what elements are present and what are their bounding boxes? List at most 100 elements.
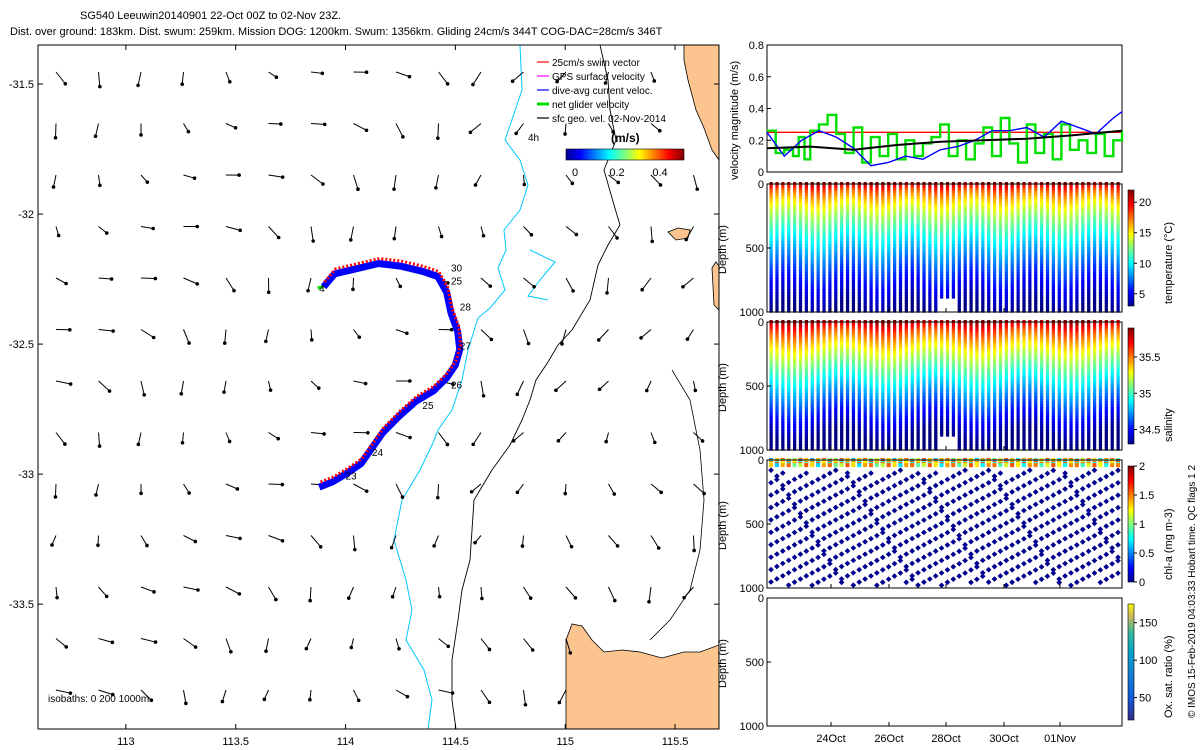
- profile-sample: [840, 367, 844, 372]
- profile-sample: [875, 353, 879, 358]
- velocity-arrow-head: [555, 79, 559, 84]
- profile-sample: [1116, 294, 1120, 299]
- profile-sample: [869, 258, 873, 263]
- profile-sample: [1045, 297, 1050, 302]
- profile-sample: [893, 224, 897, 229]
- profile-sample: [981, 446, 985, 451]
- profile-sample: [945, 339, 950, 344]
- day-label: 25: [422, 401, 434, 412]
- map-ytick-label: -32: [18, 209, 34, 221]
- profile-sample: [1016, 207, 1020, 212]
- profile-sample: [916, 381, 920, 386]
- profile-sample: [834, 289, 838, 294]
- profile-sample: [940, 289, 944, 294]
- profile-sample: [1028, 215, 1032, 220]
- profile-sample: [863, 379, 867, 384]
- profile-sample: [1081, 235, 1085, 240]
- profile-sample: [775, 308, 779, 313]
- profile-sample: [904, 204, 908, 209]
- profile-sample: [1075, 204, 1079, 209]
- profile-sample: [1045, 266, 1050, 271]
- profile-sample: [893, 404, 897, 409]
- velocity-arrow-head: [145, 543, 149, 548]
- profile-sample: [781, 334, 785, 339]
- profile-sample: [781, 283, 785, 288]
- profile-sample: [998, 266, 1003, 271]
- profile-sample: [934, 300, 938, 305]
- profile-sample: [1045, 184, 1050, 189]
- profile-sample: [828, 269, 832, 274]
- profile-sample: [893, 238, 897, 243]
- profile-sample: [851, 207, 856, 212]
- profile-sample: [1028, 297, 1032, 302]
- profile-sample: [1028, 232, 1032, 237]
- profile-sample: [798, 325, 803, 330]
- profile-sample: [928, 291, 932, 296]
- profile-sample: [934, 286, 938, 291]
- profile-sample: [869, 384, 873, 389]
- profile-sample: [822, 435, 826, 440]
- profile-sample: [934, 424, 938, 429]
- profile-sample: [845, 286, 850, 291]
- profile-sample: [840, 359, 844, 364]
- velocity-arrow: [470, 123, 482, 133]
- profile-sample: [875, 232, 879, 237]
- profile-sample: [781, 272, 785, 277]
- profile-sample: [898, 227, 903, 232]
- profile-sample: [845, 241, 850, 246]
- profile-sample: [804, 421, 808, 426]
- profile-sample: [1040, 246, 1044, 251]
- profile-sample: [845, 258, 850, 263]
- profile-sample: [904, 272, 908, 277]
- profile-sample: [1063, 249, 1067, 254]
- profile-sample: [1075, 291, 1079, 296]
- profile-sample: [887, 196, 891, 201]
- profile-sample: [1022, 212, 1026, 217]
- profile-sample: [1010, 272, 1014, 277]
- profile-sample: [1092, 291, 1097, 296]
- profile-sample: [940, 235, 944, 240]
- profile-sample: [898, 359, 903, 364]
- profile-sample: [898, 300, 903, 305]
- profile-sample: [834, 212, 838, 217]
- profile-sample: [898, 260, 903, 265]
- profile-sample: [816, 249, 820, 254]
- profile-sample: [804, 379, 808, 384]
- profile-sample: [904, 325, 908, 330]
- profile-sample: [816, 210, 820, 215]
- profile-sample: [828, 379, 832, 384]
- profile-sample: [1022, 258, 1026, 263]
- profile-sample: [1087, 308, 1091, 313]
- profile-sample: [922, 322, 926, 327]
- profile-sample: [934, 376, 938, 381]
- profile-sample: [1051, 210, 1056, 215]
- profile-sample: [940, 381, 944, 386]
- profile-sample: [916, 379, 920, 384]
- profile-sample: [875, 322, 879, 327]
- profile-sample: [1081, 243, 1085, 248]
- profile-sample: [1075, 187, 1079, 192]
- velocity-arrow: [725, 587, 736, 593]
- profile-sample: [845, 415, 850, 420]
- profile-sample: [787, 243, 791, 248]
- velocity-arrow: [395, 483, 403, 498]
- profile-sample: [928, 249, 932, 254]
- profile-sample: [951, 260, 956, 265]
- profile-sample: [904, 201, 908, 206]
- profile-sample: [887, 258, 891, 263]
- profile-sample: [845, 294, 850, 299]
- profile-sample: [869, 435, 873, 440]
- profile-sample: [987, 325, 991, 330]
- profile-sample: [1045, 246, 1050, 251]
- profile-sample: [769, 266, 773, 271]
- profile-sample: [828, 401, 832, 406]
- profile-sample: [945, 373, 950, 378]
- section-ytick-label: 0: [758, 179, 764, 191]
- profile-sample: [916, 221, 920, 226]
- profile-sample: [975, 373, 979, 378]
- velocity-arrow: [353, 689, 360, 701]
- profile-sample: [1110, 258, 1114, 263]
- velocity-arrow: [140, 586, 155, 593]
- profile-sample: [834, 260, 838, 265]
- profile-sample: [1075, 263, 1079, 268]
